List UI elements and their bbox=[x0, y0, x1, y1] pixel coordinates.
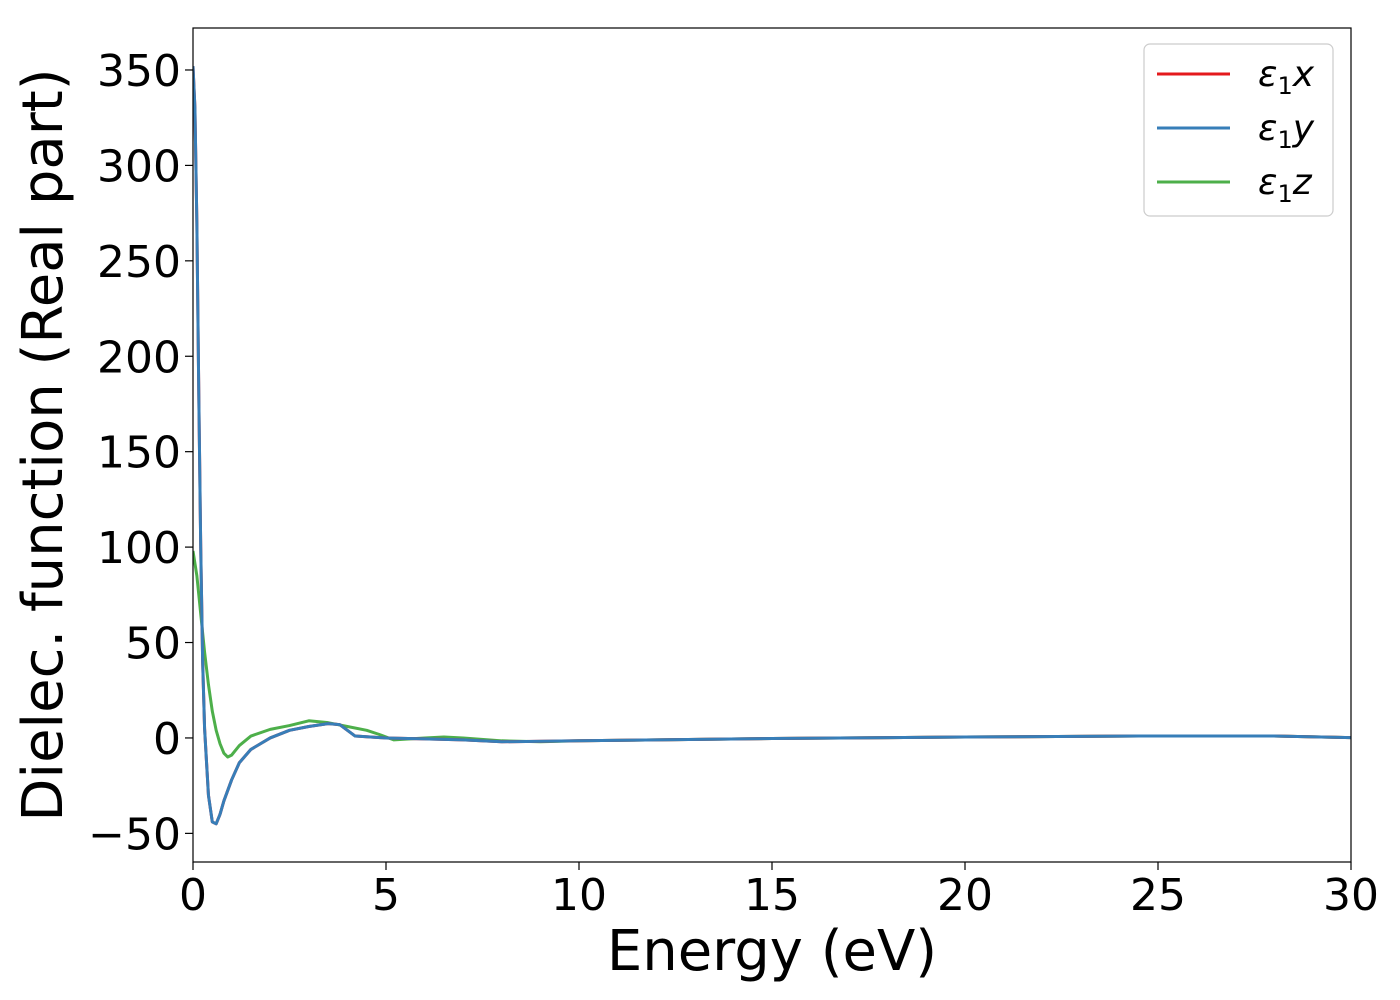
legend-label-z: ε1z bbox=[1258, 162, 1313, 208]
x-tick-label: 25 bbox=[1130, 870, 1186, 921]
legend: ε1x ε1y ε1z bbox=[1143, 43, 1334, 217]
y-tick-label: 100 bbox=[97, 523, 181, 574]
legend-label-y: ε1y bbox=[1258, 108, 1315, 154]
x-tick-label: 30 bbox=[1323, 870, 1379, 921]
x-tick-label: 5 bbox=[372, 870, 400, 921]
y-tick-label: −50 bbox=[88, 809, 181, 860]
legend-items: ε1x ε1y ε1z bbox=[1157, 54, 1315, 208]
x-tick-label: 10 bbox=[551, 870, 607, 921]
y-tick-label: 200 bbox=[97, 332, 181, 383]
x-axis-ticks: 0 5 10 15 20 25 30 bbox=[179, 862, 1379, 921]
y-tick-label: 0 bbox=[153, 714, 181, 765]
legend-label-x: ε1x bbox=[1258, 54, 1315, 100]
x-tick-label: 20 bbox=[937, 870, 993, 921]
y-tick-label: 150 bbox=[97, 428, 181, 479]
x-tick-label: 0 bbox=[179, 870, 207, 921]
y-tick-label: 350 bbox=[97, 46, 181, 97]
y-tick-label: 50 bbox=[125, 619, 181, 670]
x-axis-label: Energy (eV) bbox=[607, 919, 937, 984]
series-line-y bbox=[193, 66, 1351, 826]
y-tick-label: 250 bbox=[97, 237, 181, 288]
y-tick-label: 300 bbox=[97, 141, 181, 192]
plot-lines bbox=[193, 66, 1351, 826]
legend-box bbox=[1143, 43, 1334, 217]
y-axis-ticks: −50 0 50 100 150 200 250 300 350 bbox=[88, 46, 193, 860]
y-axis-label: Dielec. function (Real part) bbox=[11, 68, 76, 821]
x-tick-label: 15 bbox=[744, 870, 800, 921]
